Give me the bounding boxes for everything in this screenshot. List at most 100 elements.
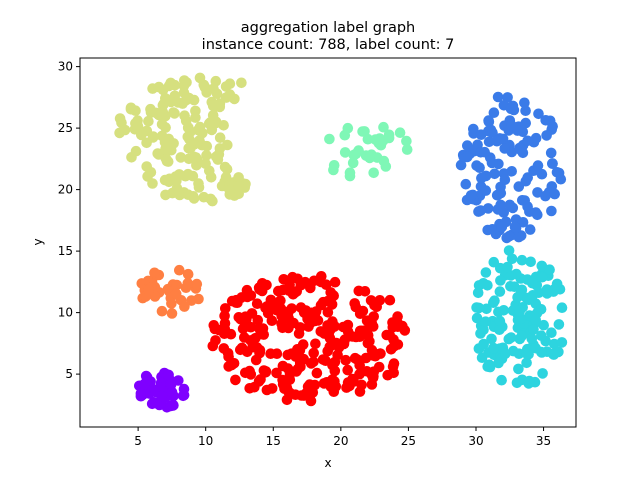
scatter-point: [494, 286, 506, 297]
scatter-point: [342, 122, 354, 134]
scatter-point: [279, 383, 290, 395]
scatter-point: [359, 286, 371, 297]
scatter-point: [114, 113, 126, 124]
y-tick-label: 15: [58, 244, 73, 258]
scatter-point: [519, 97, 530, 109]
scatter-point: [361, 366, 373, 377]
scatter-point: [384, 294, 396, 306]
scatter-point: [375, 348, 386, 359]
scatter-point: [294, 344, 306, 356]
x-axis-ticks: 5 10 15 20 25 30 35: [134, 427, 551, 448]
scatter-point: [191, 278, 203, 290]
scatter-point: [553, 167, 565, 179]
scatter-point: [480, 267, 492, 278]
scatter-point: [487, 224, 498, 235]
scatter-point: [273, 303, 285, 315]
scatter-point: [275, 295, 286, 306]
scatter-point: [544, 264, 555, 276]
scatter-point: [502, 261, 513, 273]
scatter-point: [179, 75, 190, 86]
scatter-point: [188, 193, 200, 204]
scatter-point: [224, 78, 236, 89]
scatter-point: [492, 91, 504, 103]
scatter-point: [530, 314, 541, 326]
scatter-point: [324, 332, 336, 344]
scatter-point: [201, 140, 213, 152]
y-axis-label: y: [31, 238, 45, 245]
scatter-point: [476, 352, 488, 364]
scatter-point: [310, 338, 321, 350]
scatter-point: [488, 107, 500, 118]
scatter-point: [194, 72, 206, 84]
scatter-point: [276, 318, 287, 330]
cluster-5: [136, 264, 204, 319]
scatter-point: [498, 305, 510, 316]
scatter-point: [483, 136, 495, 148]
scatter-point: [160, 122, 171, 133]
scatter-point: [171, 175, 182, 186]
scatter-point: [522, 135, 533, 147]
scatter-point: [149, 291, 161, 302]
scatter-point: [171, 279, 183, 291]
scatter-point: [233, 172, 244, 183]
scatter-point: [530, 342, 541, 354]
scatter-point: [392, 339, 404, 350]
scatter-point: [278, 274, 290, 285]
x-tick-label: 10: [198, 434, 213, 448]
scatter-point: [472, 287, 484, 299]
scatter-point: [347, 157, 359, 169]
scatter-point: [232, 297, 243, 309]
scatter-point: [175, 152, 187, 163]
scatter-point: [532, 209, 543, 221]
scatter-point: [178, 383, 190, 395]
scatter-point: [349, 298, 361, 309]
scatter-point: [342, 319, 354, 331]
cluster-7: [134, 367, 190, 413]
scatter-point: [506, 166, 517, 177]
scatter-point: [373, 361, 385, 373]
x-tick-label: 5: [134, 434, 142, 448]
scatter-point: [503, 245, 515, 256]
scatter-point: [495, 199, 507, 211]
scatter-point: [533, 108, 544, 120]
scatter-point: [236, 77, 247, 89]
scatter-point: [378, 121, 389, 133]
scatter-point: [483, 115, 494, 126]
scatter-point: [340, 354, 352, 366]
scatter-point: [156, 108, 167, 119]
scatter-point: [212, 154, 224, 165]
scatter-point: [387, 361, 399, 372]
scatter-point: [305, 395, 317, 407]
scatter-point: [475, 205, 487, 216]
scatter-point: [527, 277, 538, 289]
scatter-point: [182, 168, 194, 180]
scatter-point: [481, 303, 492, 315]
scatter-point: [389, 318, 401, 329]
scatter-point: [547, 121, 558, 132]
scatter-point: [294, 322, 306, 333]
scatter-point: [179, 110, 190, 121]
scatter-point: [174, 264, 185, 276]
scatter-point: [315, 276, 327, 288]
scatter-point: [357, 126, 368, 137]
scatter-point: [250, 332, 261, 344]
scatter-point: [381, 329, 393, 341]
scatter-point: [382, 369, 394, 381]
cluster-2: [324, 121, 413, 182]
scatter-point: [326, 299, 338, 310]
scatter-point: [300, 305, 312, 316]
scatter-point: [374, 133, 385, 144]
scatter-point: [194, 121, 206, 133]
scatter-point: [515, 313, 527, 325]
scatter-point: [505, 332, 517, 343]
x-tick-label: 35: [536, 434, 551, 448]
scatter-point: [526, 333, 538, 345]
scatter-point: [277, 360, 289, 372]
scatter-point: [126, 152, 137, 163]
cluster-1: [114, 72, 251, 207]
scatter-point: [508, 345, 519, 357]
scatter-point: [143, 115, 154, 127]
scatter-point: [261, 301, 273, 312]
plot-frame: [79, 57, 577, 428]
